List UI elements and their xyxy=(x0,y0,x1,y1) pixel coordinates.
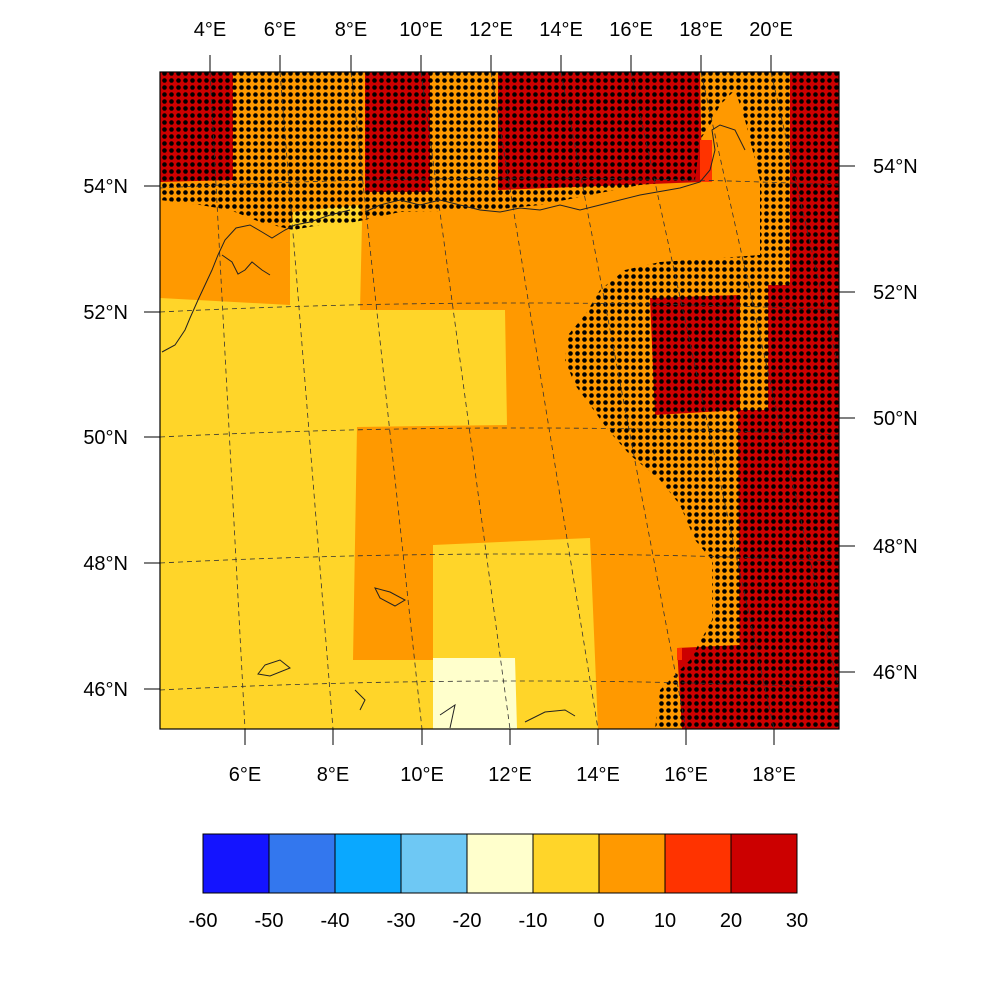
top-lon-label: 12°E xyxy=(469,19,513,41)
graticule xyxy=(160,72,839,729)
top-lon-label: 18°E xyxy=(679,19,723,41)
colorbar-label: -30 xyxy=(387,910,416,932)
bottom-lon-label: 10°E xyxy=(400,764,444,786)
coastline-ijsselmeer xyxy=(221,254,271,276)
coastlines xyxy=(161,124,746,729)
lake-1 xyxy=(257,659,291,677)
bottom-lon-label: 6°E xyxy=(229,764,261,786)
right-lat-label: 52°N xyxy=(873,282,918,304)
top-lon-labels: 4°E 6°E 8°E 10°E 12°E 14°E 16°E 18°E 20°… xyxy=(194,19,793,41)
coastline-baltic xyxy=(364,124,746,213)
bottom-lon-label: 8°E xyxy=(317,764,349,786)
colorbar-swatch xyxy=(400,833,468,894)
colorbar-label: 0 xyxy=(593,910,604,932)
colorbar-label: 20 xyxy=(720,910,742,932)
graticule-lon-18-20 xyxy=(700,72,839,691)
graticule-lon-16-18 xyxy=(630,72,775,729)
bottom-lon-label: 16°E xyxy=(664,764,708,786)
colorbar-label: -50 xyxy=(255,910,284,932)
colorbar xyxy=(202,833,798,894)
colorbar-label: -10 xyxy=(519,910,548,932)
bottom-lon-label: 12°E xyxy=(488,764,532,786)
top-lon-label: 8°E xyxy=(335,19,367,41)
colorbar-label: -20 xyxy=(453,910,482,932)
top-lon-label: 4°E xyxy=(194,19,226,41)
field-red-strip xyxy=(700,140,712,182)
lake-3 xyxy=(439,703,456,729)
colorbar-swatch xyxy=(268,833,336,894)
colorbar-swatch xyxy=(730,833,798,894)
colorbar-labels: -60 -50 -40 -30 -20 -10 0 10 20 30 xyxy=(189,910,809,932)
left-lat-label: 50°N xyxy=(83,427,128,449)
lake-2 xyxy=(374,587,407,607)
left-lat-label: 52°N xyxy=(83,302,128,324)
colorbar-swatch xyxy=(466,833,534,894)
graticule-lon-10-12 xyxy=(420,72,511,729)
colorbar-swatch xyxy=(334,833,402,894)
top-lon-label: 16°E xyxy=(609,19,653,41)
lake-4 xyxy=(354,689,366,711)
top-ticks xyxy=(209,55,772,72)
bottom-lon-label: 14°E xyxy=(576,764,620,786)
left-lat-labels: 54°N 52°N 50°N 48°N 46°N xyxy=(83,176,128,701)
plot-frame xyxy=(159,71,840,730)
left-lat-label: 54°N xyxy=(83,176,128,198)
right-lat-labels: 54°N 52°N 50°N 48°N 46°N xyxy=(873,156,918,684)
colorbar-swatch xyxy=(532,833,600,894)
right-lat-label: 46°N xyxy=(873,662,918,684)
coastline-north-sea xyxy=(161,209,351,353)
right-lat-label: 50°N xyxy=(873,408,918,430)
map-field xyxy=(160,72,839,729)
colorbar-label: -60 xyxy=(189,910,218,932)
coastline-adriatic xyxy=(524,709,576,723)
left-lat-label: 46°N xyxy=(83,679,128,701)
colorbar-swatch xyxy=(202,833,270,894)
top-lon-label: 14°E xyxy=(539,19,583,41)
significance-stippling xyxy=(160,72,839,729)
graticule-lon-8-10 xyxy=(350,72,423,729)
field-yellow-west xyxy=(160,222,507,729)
bottom-lon-labels: 6°E 8°E 10°E 12°E 14°E 16°E 18°E xyxy=(229,764,796,786)
top-lon-label: 20°E xyxy=(749,19,793,41)
colorbar-swatch xyxy=(598,833,666,894)
colorbar-label: 30 xyxy=(786,910,808,932)
left-lat-label: 48°N xyxy=(83,553,128,575)
colorbar-swatch xyxy=(664,833,732,894)
graticule-lon-4-6 xyxy=(209,72,246,729)
top-lon-label: 10°E xyxy=(399,19,443,41)
right-lat-label: 54°N xyxy=(873,156,918,178)
graticule-lon-14-16 xyxy=(560,72,687,729)
bottom-lon-label: 18°E xyxy=(752,764,796,786)
right-ticks xyxy=(839,165,855,673)
top-lon-label: 6°E xyxy=(264,19,296,41)
bottom-ticks xyxy=(244,729,775,745)
graticule-lon-20 xyxy=(770,72,839,371)
graticule-lon-12-14 xyxy=(490,72,599,729)
left-ticks xyxy=(144,185,160,690)
graticule-lon-6-8 xyxy=(279,72,334,729)
field-light-cell xyxy=(433,658,517,729)
colorbar-label: 10 xyxy=(654,910,676,932)
colorbar-label: -40 xyxy=(321,910,350,932)
field-red-se-edge xyxy=(677,648,682,660)
right-lat-label: 48°N xyxy=(873,536,918,558)
